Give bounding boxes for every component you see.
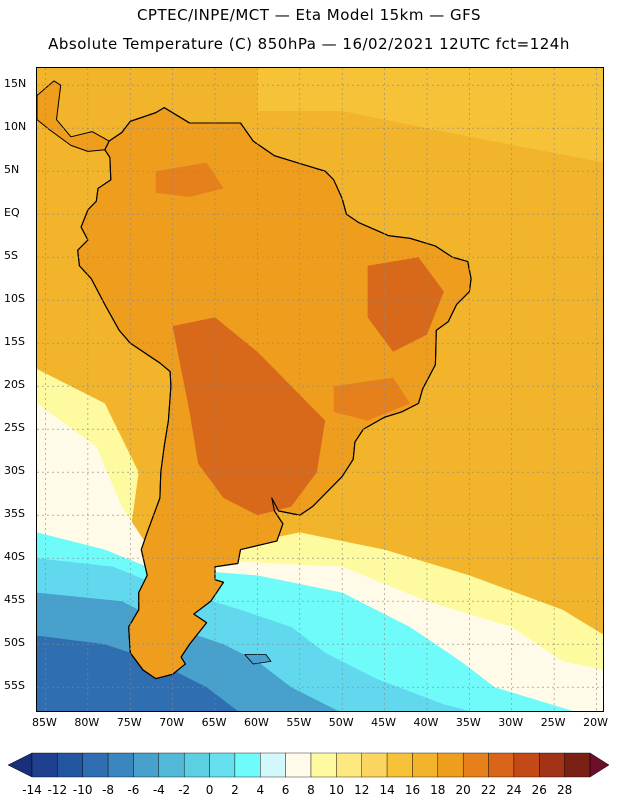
- colorbar-tick-label: 22: [480, 783, 497, 797]
- colorbar-swatch: [285, 752, 312, 778]
- colorbar-tick-label: 6: [281, 783, 290, 797]
- lon-label: 70W: [159, 716, 185, 729]
- lon-label: 55W: [286, 716, 312, 729]
- colorbar-tick-label: 4: [256, 783, 265, 797]
- lon-label: 80W: [74, 716, 100, 729]
- lat-label: 15N: [4, 77, 27, 91]
- colorbar-swatch: [158, 752, 185, 778]
- warm-ocean-band: [257, 68, 603, 163]
- colorbar-tick-label: -12: [47, 783, 68, 797]
- colorbar-swatch: [310, 752, 337, 778]
- colorbar-swatch: [57, 752, 83, 778]
- lon-label: 60W: [243, 716, 269, 729]
- lat-label: 30S: [4, 464, 25, 478]
- colorbar-swatch: [361, 752, 388, 778]
- colorbar-swatch: [412, 752, 439, 778]
- colorbar-swatch: [31, 752, 58, 778]
- lat-label: 40S: [4, 550, 25, 564]
- lat-label: 50S: [4, 636, 25, 650]
- colorbar-tick-label: 2: [231, 783, 239, 797]
- lon-label: 30W: [498, 716, 524, 729]
- lon-label: 45W: [371, 716, 397, 729]
- colorbar-swatch: [564, 752, 591, 778]
- colorbar-swatch: [82, 752, 109, 778]
- colorbar-tick-label: 10: [328, 783, 344, 797]
- coastline: [77, 107, 472, 680]
- colorbar-swatch: [437, 752, 464, 778]
- lon-label: 75W: [116, 716, 142, 729]
- map-frame: [36, 67, 604, 712]
- hot-zone-southeast: [333, 377, 410, 421]
- colorbar-swatch: [336, 752, 362, 778]
- lon-label: 50W: [328, 716, 354, 729]
- colorbar-tick-label: -14: [22, 783, 42, 797]
- lat-label: 45S: [4, 593, 25, 607]
- chart-title: CPTEC/INPE/MCT — Eta Model 15km — GFS: [136, 6, 482, 24]
- colorbar-tick-label: 0: [205, 783, 214, 797]
- colorbar-tick-label: 12: [354, 783, 370, 797]
- colorbar-swatch: [488, 752, 515, 778]
- falkland-islands: [244, 654, 272, 665]
- temperature-map: [37, 68, 603, 711]
- colorbar-tick-label: 28: [556, 783, 573, 797]
- colorbar-tick-label: 26: [531, 783, 547, 797]
- lat-label: 15S: [4, 335, 25, 349]
- colorbar-swatch: [183, 752, 210, 778]
- hot-zone-northeast: [367, 257, 444, 352]
- colorbar-swatch: [539, 752, 565, 778]
- lon-label: 25W: [540, 716, 566, 729]
- colorbar-swatch: [234, 752, 261, 778]
- colorbar-swatch: [107, 752, 134, 778]
- colorbar-tick-label: 24: [506, 783, 522, 797]
- lat-label: 20S: [4, 378, 25, 392]
- cold-band-4: [37, 635, 238, 711]
- colorbar-tick-label: -4: [152, 783, 165, 797]
- colorbar-tick-label: -10: [72, 783, 93, 797]
- lat-label: EQ: [4, 206, 20, 220]
- lat-label: 25S: [4, 421, 25, 435]
- colorbar-tick-label: 18: [430, 783, 446, 797]
- colorbar-swatch: [462, 752, 489, 778]
- colorbar-swatch: [209, 752, 236, 778]
- colorbar-left-arrow: [8, 752, 33, 778]
- lat-label: 10S: [4, 292, 25, 306]
- hot-zone-interior: [172, 317, 326, 516]
- colorbar-right-arrow: [589, 752, 610, 778]
- lat-label: 5N: [4, 163, 20, 177]
- colorbar-tick-label: 20: [455, 783, 471, 797]
- colorbar-swatch: [513, 752, 540, 778]
- colorbar: [8, 752, 610, 778]
- lon-label: 35W: [455, 716, 481, 729]
- lat-label: 10N: [4, 120, 27, 134]
- colorbar-swatch: [133, 752, 160, 778]
- colorbar-tick-label: 14: [379, 783, 395, 797]
- lat-label: 35S: [4, 507, 25, 521]
- colorbar-tick-label: 8: [307, 783, 315, 797]
- colorbar-tick-label: -8: [102, 783, 115, 797]
- lon-label: 20W: [583, 716, 608, 729]
- colorbar-swatch: [386, 752, 413, 778]
- colorbar-tick-label: -2: [178, 783, 191, 797]
- lon-label: 85W: [32, 716, 57, 729]
- lat-label: 5S: [4, 249, 18, 263]
- lon-label: 65W: [201, 716, 227, 729]
- lon-label: 40W: [413, 716, 439, 729]
- colorbar-swatch: [260, 752, 286, 778]
- colorbar-tick-label: -6: [127, 783, 140, 797]
- colorbar-tick-label: 16: [404, 783, 421, 797]
- chart-subtitle: Absolute Temperature (C) 850hPa — 16/02/…: [48, 35, 570, 53]
- lat-label: 55S: [4, 679, 25, 693]
